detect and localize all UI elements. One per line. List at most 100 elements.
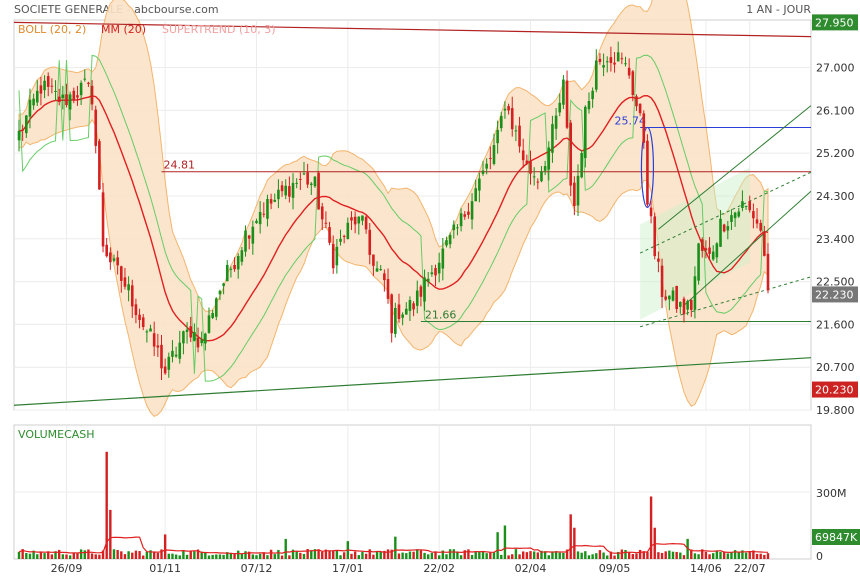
volume-bar <box>134 550 138 559</box>
candle-body <box>182 331 185 344</box>
candle-body <box>174 354 178 357</box>
candle-body <box>277 189 280 200</box>
candle <box>379 265 383 271</box>
volume-bar <box>251 554 255 559</box>
volume-bar <box>752 550 755 559</box>
volume-bar <box>160 549 163 559</box>
legend-supertrend: SUPERTREND (10, 3) <box>162 23 276 36</box>
candle-body <box>664 296 667 300</box>
candle <box>412 301 415 317</box>
price-badge <box>812 14 858 31</box>
candle-body <box>459 213 463 227</box>
candle-body <box>649 207 653 217</box>
candle <box>39 76 43 106</box>
volume-bar <box>247 551 251 559</box>
candle-body <box>35 90 39 103</box>
y-tick-label: 21.600 <box>816 318 855 331</box>
volume-bar <box>255 555 258 559</box>
candle <box>299 172 302 190</box>
candle <box>222 282 225 295</box>
candle-body <box>397 304 401 319</box>
candle <box>61 85 65 110</box>
candle <box>510 96 514 137</box>
candle-body <box>317 172 320 210</box>
candle-body <box>635 96 638 107</box>
candle-body <box>141 317 145 328</box>
candle-body <box>602 65 605 68</box>
candle-body <box>295 182 298 184</box>
x-tick-label: 22/02 <box>423 562 455 575</box>
channel-shading <box>640 167 750 320</box>
volume-bar <box>317 549 320 559</box>
candle-body <box>474 188 478 202</box>
candle-body <box>573 182 576 206</box>
candle-body <box>25 115 28 134</box>
candle <box>456 223 459 236</box>
main-plot: 24.81 21.66 25.74 <box>13 0 812 418</box>
volume-bar <box>174 554 178 559</box>
candle-body <box>733 212 737 219</box>
volume-bar <box>569 514 572 559</box>
volume-bar <box>448 549 452 559</box>
volume-bar <box>459 555 463 559</box>
candle-body <box>361 215 364 221</box>
candle-body <box>368 229 372 255</box>
candle-body <box>646 140 649 205</box>
candle <box>284 179 288 200</box>
candle-body <box>57 96 61 102</box>
volume-bar <box>211 554 214 559</box>
candle <box>302 162 306 176</box>
volume-plot <box>17 451 770 559</box>
volume-bar <box>554 551 558 559</box>
candle-body <box>116 257 119 266</box>
candle <box>21 124 24 141</box>
volume-bar <box>120 551 123 559</box>
candle-body <box>594 60 598 90</box>
candle <box>269 193 273 210</box>
volume-bar <box>375 551 379 559</box>
volume-bar <box>638 549 642 559</box>
candle-body <box>415 290 419 306</box>
candle-body <box>492 145 496 164</box>
candle-body <box>120 266 123 281</box>
candle-body <box>744 205 748 207</box>
candle-body <box>353 216 357 225</box>
volume-bar <box>196 549 200 559</box>
candle <box>730 209 733 231</box>
candle <box>266 194 269 227</box>
volume-bar <box>189 550 192 559</box>
volume-bar <box>47 551 50 559</box>
candle <box>368 222 372 265</box>
candle <box>152 321 156 357</box>
volume-bar <box>36 554 39 559</box>
candle <box>138 308 141 329</box>
support-annotation: 21.66 <box>425 309 457 322</box>
candle <box>90 80 94 111</box>
candle <box>679 301 682 314</box>
volume-bar <box>335 550 339 559</box>
candle <box>722 223 726 233</box>
chart-period[interactable]: 1 AN - JOUR <box>746 3 811 16</box>
candle <box>415 280 419 314</box>
volume-bar <box>726 553 730 559</box>
candle <box>704 240 708 259</box>
candle <box>328 221 331 246</box>
candle-body <box>145 331 149 333</box>
candle <box>262 202 266 218</box>
volume-bar <box>514 549 518 559</box>
candle <box>43 75 46 99</box>
candle-body <box>540 171 543 182</box>
candle <box>441 238 445 281</box>
candle-body <box>755 219 759 224</box>
candle <box>127 276 130 302</box>
candle <box>697 242 700 285</box>
volume-bar <box>551 551 554 559</box>
candle <box>660 258 664 309</box>
volume-bar <box>532 551 536 559</box>
y-tick-label: 25.200 <box>816 147 855 160</box>
candle-body <box>763 231 766 256</box>
volume-bar <box>215 554 218 559</box>
candle-body <box>211 313 214 319</box>
price-badge <box>812 286 858 303</box>
candle <box>485 158 488 175</box>
